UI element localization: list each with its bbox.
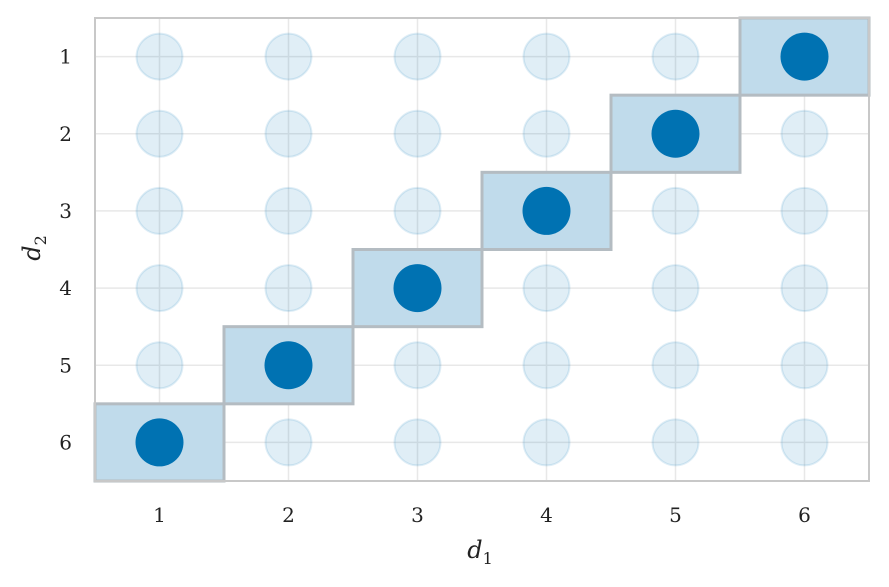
bg-point-4-5: [522, 341, 571, 390]
y-tick-labels: 1 2 3 4 5 6: [59, 45, 72, 455]
bg-point-1-5: [135, 341, 184, 390]
bg-point-2-2: [264, 109, 313, 158]
x-tick-label-4: 4: [540, 503, 553, 527]
y-tick-label-6: 6: [59, 430, 72, 454]
bg-point-5-5: [651, 341, 700, 390]
bg-point-5-3: [651, 186, 700, 235]
bg-point-3-6: [393, 418, 442, 467]
data-point-3-4: [393, 264, 442, 313]
bg-point-4-6: [522, 418, 571, 467]
highlight-cells: [93, 16, 871, 483]
bg-point-1-1: [135, 32, 184, 81]
plot-frame: [94, 17, 870, 482]
bg-point-5-1: [651, 32, 700, 81]
x-tick-label-5: 5: [669, 503, 682, 527]
data-point-1-6: [135, 418, 184, 467]
bg-point-6-3: [780, 186, 829, 235]
bg-point-3-2: [393, 109, 442, 158]
bg-point-6-4: [780, 264, 829, 313]
y-tick-label-5: 5: [59, 353, 72, 377]
x-tick-label-2: 2: [282, 503, 295, 527]
y-tick-label-4: 4: [59, 276, 72, 300]
bg-point-2-1: [264, 32, 313, 81]
x-tick-labels: 1 2 3 4 5 6: [153, 503, 811, 527]
bg-point-1-3: [135, 186, 184, 235]
data-point-6-1: [780, 32, 829, 81]
y-tick-label-3: 3: [59, 199, 72, 223]
y-axis-label-main: d: [18, 245, 46, 260]
bg-point-4-4: [522, 264, 571, 313]
y-axis-label-subscript: 2: [31, 235, 50, 245]
bg-point-1-2: [135, 109, 184, 158]
x-tick-label-6: 6: [798, 503, 811, 527]
highlighted-points: [135, 32, 829, 467]
x-axis-label-subscript: 1: [483, 549, 493, 568]
bg-point-6-2: [780, 109, 829, 158]
x-axis-label: d1: [467, 536, 493, 568]
y-axis-label: d2: [18, 235, 50, 261]
bg-point-3-1: [393, 32, 442, 81]
y-tick-label-1: 1: [59, 45, 72, 69]
bg-point-2-3: [264, 186, 313, 235]
bg-point-2-6: [264, 418, 313, 467]
bg-point-2-4: [264, 264, 313, 313]
bg-point-6-6: [780, 418, 829, 467]
data-point-4-3: [522, 186, 571, 235]
bg-point-5-6: [651, 418, 700, 467]
bg-point-1-4: [135, 264, 184, 313]
y-tick-label-2: 2: [59, 122, 72, 146]
x-tick-label-1: 1: [153, 503, 166, 527]
x-tick-label-3: 3: [411, 503, 424, 527]
x-axis-label-main: d: [467, 536, 482, 564]
bg-point-6-5: [780, 341, 829, 390]
bg-point-5-4: [651, 264, 700, 313]
bg-point-4-1: [522, 32, 571, 81]
data-point-2-5: [264, 341, 313, 390]
bg-point-4-2: [522, 109, 571, 158]
bg-point-3-5: [393, 341, 442, 390]
bg-point-3-3: [393, 186, 442, 235]
data-point-5-2: [651, 109, 700, 158]
highlight-cell-5-2: [609, 93, 742, 174]
